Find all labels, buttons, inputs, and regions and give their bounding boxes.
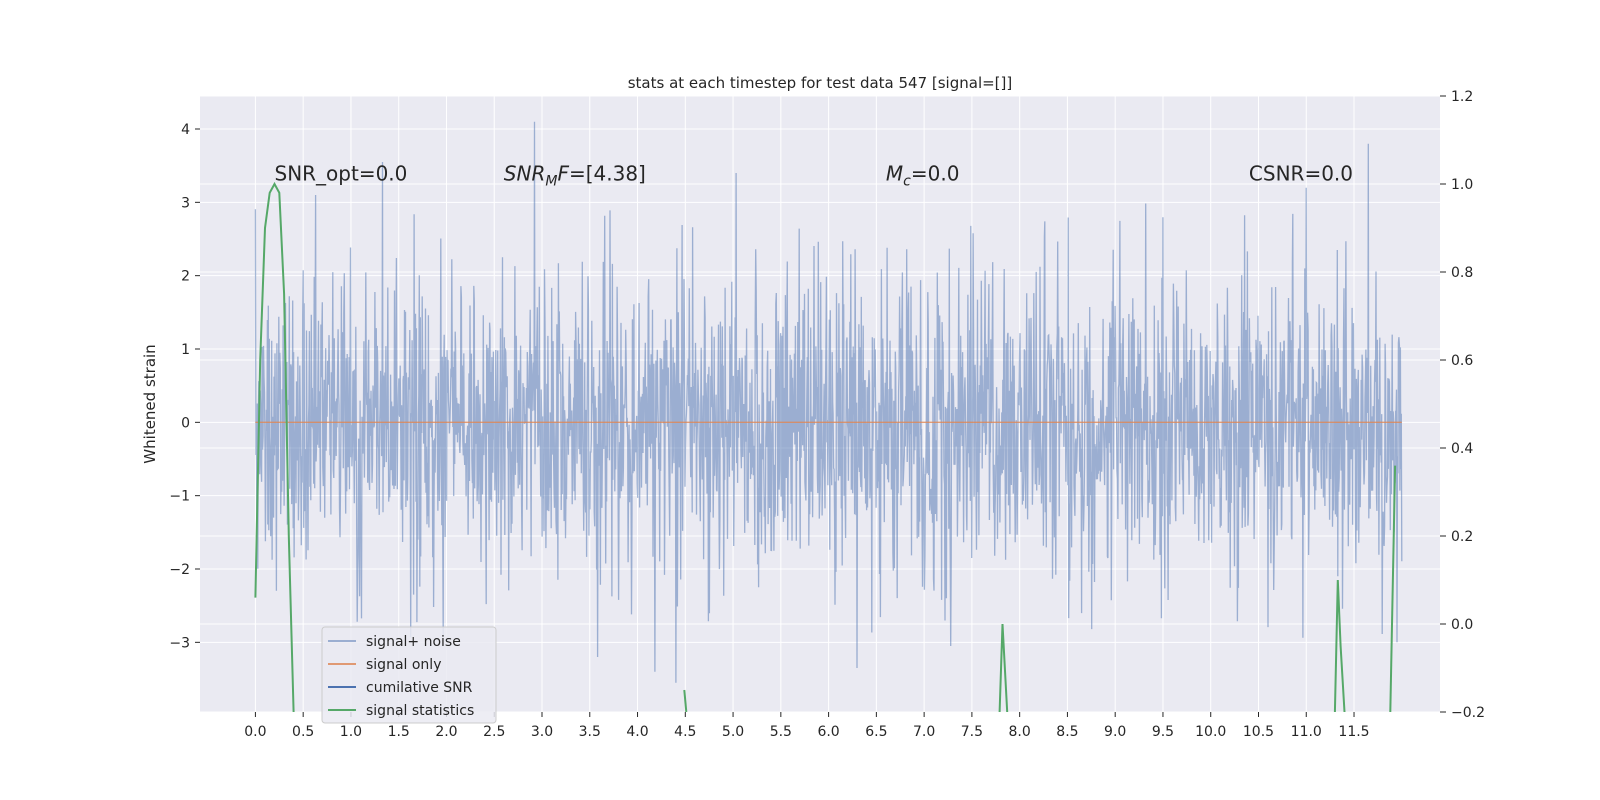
- annotation: Mc=0.0: [886, 161, 960, 189]
- y2-tick-label: 0.8: [1451, 265, 1473, 281]
- y-tick-label: 4: [181, 122, 190, 138]
- signal-statistics-line: [683, 689, 688, 712]
- x-tick-label: 7.5: [961, 724, 983, 740]
- x-tick-label: 10.5: [1243, 724, 1274, 740]
- x-tick-label: 9.5: [1152, 724, 1174, 740]
- legend-box: [321, 626, 497, 724]
- y-tick-label: 0: [181, 415, 190, 431]
- x-tick-label: 5.0: [722, 724, 744, 740]
- legend-label: signal only: [366, 657, 441, 673]
- legend-label: cumilative SNR: [366, 680, 473, 696]
- x-tick-label: 3.0: [531, 724, 553, 740]
- signal-statistics-line: [254, 181, 295, 712]
- x-tick-label: 8.5: [1056, 724, 1078, 740]
- annotations: SNR_opt=0.0 SNRMF=[4.38] Mc=0.0 CSNR=0.0: [275, 161, 1354, 189]
- y-tick-label: −3: [169, 635, 190, 651]
- chart-title: stats at each timestep for test data 547…: [628, 74, 1013, 92]
- x-tick-label: 9.0: [1104, 724, 1126, 740]
- signal-statistics-line: [1389, 465, 1397, 712]
- y-tick-label: −2: [169, 562, 190, 578]
- y2-tick-label: 1.0: [1451, 177, 1473, 193]
- y-tick-label: 1: [181, 342, 190, 358]
- y2-tick-label: 1.2: [1451, 89, 1473, 105]
- legend-label: signal statistics: [366, 703, 474, 719]
- y-tick-label: −1: [169, 489, 190, 505]
- y-tick-labels: 4 3 2 1 0 −1 −2 −3: [169, 122, 200, 651]
- x-tick-label: 11.5: [1338, 724, 1369, 740]
- signal-statistics-line: [998, 623, 1009, 712]
- x-tick-label: 10.0: [1195, 724, 1226, 740]
- x-tick-label: 1.5: [388, 724, 410, 740]
- x-tick-label: 6.5: [865, 724, 887, 740]
- x-tick-label: 2.0: [435, 724, 457, 740]
- y2-tick-label: 0.6: [1451, 353, 1473, 369]
- y2-tick-label: 0.4: [1451, 441, 1473, 457]
- series-signal-statistics: [254, 181, 1397, 712]
- x-tick-label: 0.0: [244, 724, 266, 740]
- y2-tick-label: −0.2: [1451, 705, 1485, 721]
- series-signal-noise: [254, 121, 1403, 683]
- annotation: SNRMF=[4.38]: [504, 161, 646, 189]
- x-tick-label: 8.0: [1009, 724, 1031, 740]
- x-tick-label: 7.0: [913, 724, 935, 740]
- signal-noise-line: [254, 121, 1403, 683]
- y-tick-label: 3: [181, 195, 190, 211]
- x-tick-label: 11.0: [1291, 724, 1322, 740]
- annotation: CSNR=0.0: [1249, 161, 1353, 185]
- x-tick-label: 0.5: [292, 724, 314, 740]
- y-axis-label: Whitened strain: [141, 344, 159, 463]
- x-tick-label: 3.5: [579, 724, 601, 740]
- x-tick-labels: 0.0 0.5 1.0 1.5 2.0 2.5 3.0 3.5 4.0 4.5 5.0 5.5 6.0 6…: [244, 712, 1370, 740]
- x-tick-label: 5.5: [770, 724, 792, 740]
- annotation: SNR_opt=0.0: [275, 161, 408, 185]
- x-tick-label: 4.0: [626, 724, 648, 740]
- y2-tick-labels: 1.2 1.0 0.8 0.6 0.4 0.2 0.0 −0.2: [1440, 89, 1485, 721]
- y2-tick-label: 0.0: [1451, 617, 1473, 633]
- x-tick-label: 6.0: [817, 724, 839, 740]
- legend: signal+ noise signal only cumilative SNR si…: [321, 626, 497, 724]
- y-tick-label: 2: [181, 269, 190, 285]
- x-tick-label: 4.5: [674, 724, 696, 740]
- x-tick-label: 1.0: [340, 724, 362, 740]
- legend-label: signal+ noise: [366, 634, 461, 650]
- y2-tick-label: 0.2: [1451, 529, 1473, 545]
- x-tick-label: 2.5: [483, 724, 505, 740]
- signal-statistics-line: [1333, 579, 1346, 712]
